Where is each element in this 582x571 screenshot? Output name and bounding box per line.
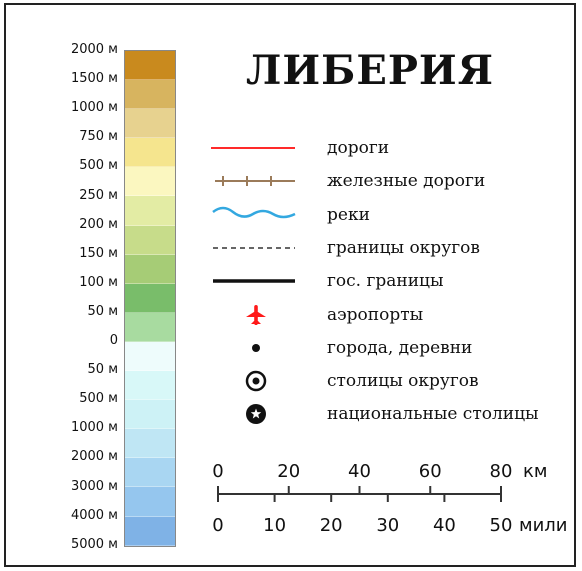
legend-item-district-capitals: столицы округов [211,366,581,396]
elevation-band [125,400,175,430]
mile-tick-label: 50 [490,515,513,536]
km-tick-label: 40 [348,461,371,482]
mile-tick-label: 30 [376,515,399,536]
road-line-icon [211,147,295,149]
mile-tick-label: 20 [320,515,343,536]
scale-bar: 0 20 40 60 80 км 0 10 20 30 40 50 мили [212,461,567,536]
dashed-border-icon [213,247,295,249]
legend-symbol [211,399,301,429]
legend-item-national-capital: национальные столицы [211,399,581,429]
legend-item-airports: аэропорты [211,300,581,330]
elevation-label: 2000 м [70,449,118,465]
legend-label: гос. границы [327,271,444,292]
legend-item-district-borders: границы округов [211,233,581,263]
legend-label: аэропорты [327,304,424,325]
elevation-label: 200 м [79,216,118,232]
elevation-label: 1000 м [70,420,118,436]
elevation-band [125,371,175,401]
km-tick-label: 0 [212,461,223,482]
dot-icon [252,343,260,352]
map-legend-panel: 2000 м 1500 м 1000 м 750 м 500 м 250 м 200 м 15… [4,3,576,567]
elevation-band [125,458,175,488]
elevation-label: 4000 м [70,507,118,523]
elevation-band [125,312,175,342]
legend-item-rivers: реки [211,200,581,230]
elevation-label: 50 м [87,303,118,319]
elevation-label: 5000 м [70,536,118,552]
legend-symbol [211,266,301,296]
elevation-band [125,341,175,372]
legend-symbol [211,200,301,230]
elevation-band [125,196,175,226]
legend-item-railways: железные дороги [211,166,581,196]
km-tick-label: 20 [277,461,300,482]
elevation-band [125,429,175,459]
elevation-band [125,254,175,284]
star-in-circle-icon [246,404,266,425]
mile-tick-label: 10 [263,515,286,536]
elevation-band [125,225,175,255]
legend-item-state-borders: гос. границы [211,266,581,296]
elevation-label: 100 м [79,274,118,290]
legend-label: города, деревни [327,337,473,358]
legend-symbol [211,300,301,330]
map-title: ЛИБЕРИЯ [246,47,494,94]
legend-symbol [211,133,301,163]
elevation-band [125,516,175,546]
elevation-band [125,283,175,313]
legend-label: столицы округов [327,371,479,392]
elevation-band [125,487,175,517]
elevation-label: 50 м [87,362,118,378]
airplane-icon [246,304,266,325]
elevation-band [125,167,175,197]
elevation-label: 0 [109,333,118,348]
circled-dot-icon [245,370,267,392]
elevation-label: 250 м [79,187,118,203]
legend-symbol [211,366,301,396]
elevation-label: 500 м [79,391,118,407]
elevation-band [125,109,175,139]
elevation-label: 1000 м [70,100,118,116]
elevation-label: 150 м [79,245,118,261]
legend-label: реки [327,204,370,225]
elevation-band [125,80,175,110]
legend-label: дороги [327,138,390,158]
elevation-band [125,138,175,168]
elevation-label: 750 м [79,129,118,145]
mile-tick-label: 40 [433,515,456,536]
mile-unit-label: мили [519,515,567,536]
elevation-label: 3000 м [70,478,118,494]
legend-symbol [211,166,301,196]
elevation-label: 1500 м [70,71,118,87]
elevation-label: 2000 м [70,42,118,57]
elevation-band [125,51,175,81]
elevation-label: 500 м [79,158,118,174]
mile-tick-label: 0 [212,515,223,536]
legend-label: национальные столицы [327,404,539,425]
railway-line-icon [215,176,295,187]
km-unit-label: км [523,461,547,482]
legend-symbol [211,333,301,363]
legend-item-roads: дороги [211,133,581,163]
elevation-color-bar [124,50,176,547]
km-tick-label: 80 [490,461,513,482]
solid-border-icon [213,279,295,283]
legend-label: границы округов [327,237,480,258]
legend-symbol [211,233,301,263]
river-wave-icon [212,206,296,218]
legend-item-towns: города, деревни [211,333,581,363]
legend-label: железные дороги [327,171,486,192]
km-tick-label: 60 [419,461,442,482]
